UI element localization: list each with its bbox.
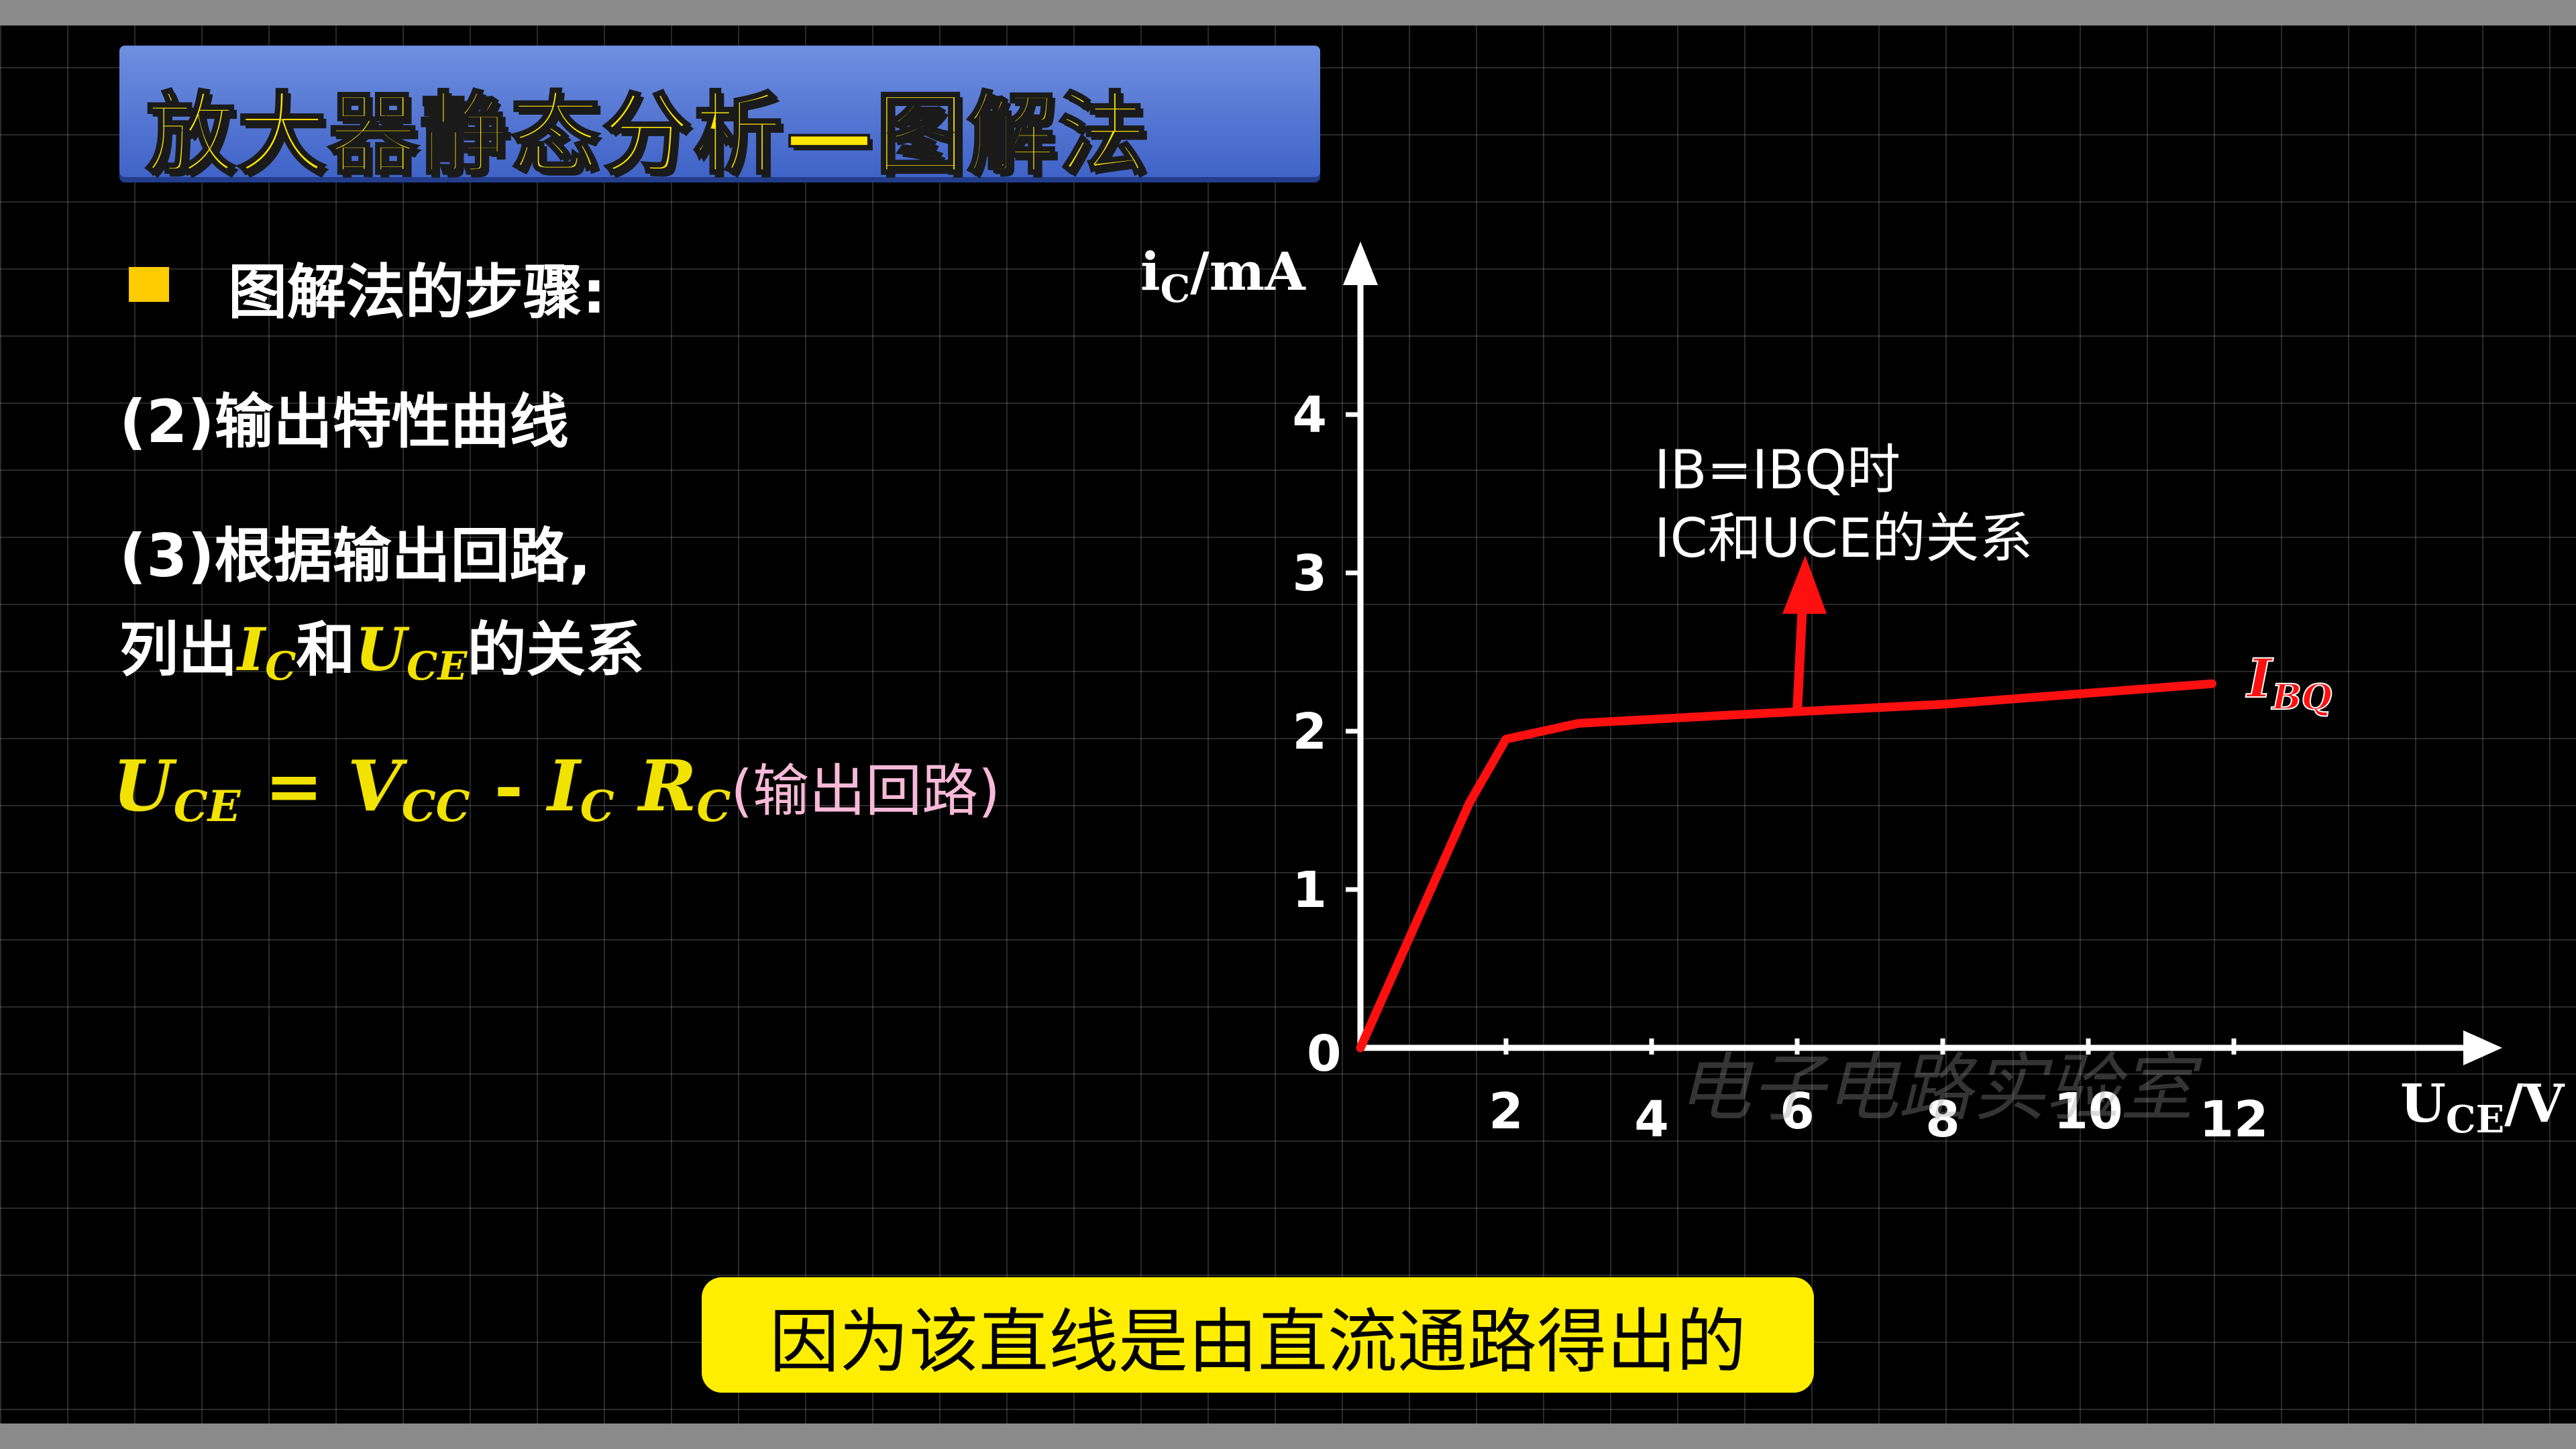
y-tick-label: 4 — [1293, 386, 1328, 444]
eq-v: V — [347, 745, 402, 827]
ic-main: I — [237, 614, 266, 684]
bullet-square-icon — [129, 267, 169, 302]
y-axis-arrow-icon — [1343, 241, 1378, 285]
x-tick-label: 6 — [1780, 1083, 1815, 1140]
uce-subscript: CE — [407, 643, 468, 689]
annotation-line-2: IC和UCE的关系 — [1654, 507, 2033, 570]
ic-subscript: C — [265, 643, 297, 689]
origin-label: 0 — [1307, 1025, 1342, 1083]
eq-minus: - — [470, 745, 548, 827]
eq-u-sub: CE — [173, 782, 241, 832]
ibq-curve — [1356, 679, 2216, 1053]
x-tick-label: 4 — [1634, 1091, 1669, 1148]
eq-note: (输出回路) — [731, 758, 1000, 824]
step-2-text: (2)输出特性曲线 — [119, 387, 569, 456]
x-tick-label: 12 — [2200, 1091, 2269, 1148]
x-axis-label: UCE/V — [2400, 1073, 2565, 1142]
y-tick-label: 1 — [1293, 861, 1328, 919]
ibq-curve-label: IBQ — [2245, 647, 2332, 718]
annotation-line-1: IB=IBQ时 — [1654, 439, 1900, 501]
eq-v-sub: CC — [401, 782, 470, 832]
y-tick-label: 3 — [1293, 545, 1328, 602]
top-frame-border — [0, 0, 2576, 25]
x-tick-label: 8 — [1925, 1091, 1960, 1148]
eq-equals: = — [240, 745, 347, 827]
y-tick-label: 2 — [1293, 703, 1328, 761]
step-3-prefix: 列出 — [119, 615, 238, 684]
step-3-suffix: 的关系 — [467, 615, 645, 684]
load-line-equation: UCE = VCC - IC RC(输出回路) — [113, 745, 1000, 832]
eq-u: U — [113, 745, 174, 827]
and-word: 和 — [296, 615, 356, 684]
step-3-line-1: (3)根据输出回路, — [119, 521, 592, 590]
x-tick-label: 2 — [1489, 1083, 1523, 1140]
uce-variable: UCE — [355, 614, 467, 689]
page-title: 放大器静态分析—图解法 — [145, 82, 1150, 188]
watermark-text: 电子电路实验室 — [1677, 1045, 2203, 1131]
eq-i-sub: C — [580, 782, 614, 832]
y-axis-label: iC/mA — [1140, 241, 1306, 311]
step-3-line-2: 列出IC和UCE的关系 — [119, 602, 645, 689]
x-axis-arrow-icon — [2463, 1030, 2502, 1065]
subtitle-caption-box: 因为该直线是由直流通路得出的 — [702, 1277, 1814, 1393]
bottom-frame-border — [0, 1424, 2576, 1449]
x-tick-label: 10 — [2054, 1083, 2123, 1140]
eq-r: R — [638, 745, 697, 827]
uce-main: U — [355, 614, 407, 684]
annotation-arrow-head-icon — [1782, 555, 1827, 614]
ic-variable: IC — [237, 614, 296, 689]
subtitle-caption: 因为该直线是由直流通路得出的 — [769, 1300, 1746, 1383]
eq-r-sub: C — [696, 782, 731, 832]
steps-heading: 图解法的步骤: — [228, 258, 606, 327]
title-banner: 放大器静态分析—图解法 — [119, 46, 1320, 188]
eq-i: I — [547, 745, 580, 827]
annotation-arrow-shaft — [1792, 603, 1807, 713]
